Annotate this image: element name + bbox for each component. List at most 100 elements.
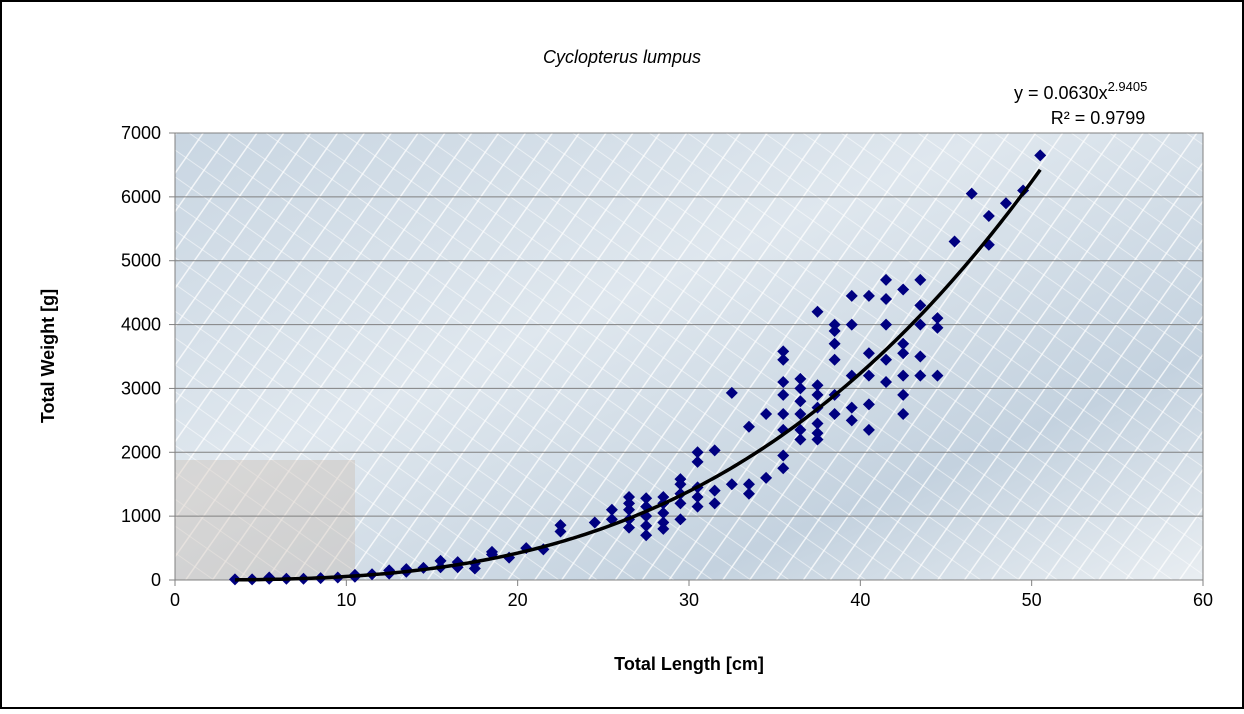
data-point [811, 427, 824, 440]
data-point [554, 519, 567, 532]
chart-title: Cyclopterus lumpus [543, 47, 701, 67]
data-point [554, 525, 567, 538]
y-tick-label: 4000 [121, 315, 161, 335]
data-point [691, 455, 704, 468]
data-point [811, 433, 824, 446]
data-point [708, 444, 721, 457]
data-point [623, 503, 636, 516]
data-point [914, 318, 927, 331]
data-point [760, 407, 773, 420]
trendline-r-squared: R² = 0.9799 [1051, 108, 1146, 128]
data-point [828, 324, 841, 337]
data-point [777, 449, 790, 462]
data-point [931, 369, 944, 382]
data-point [760, 471, 773, 484]
trendline-exponent: 2.9405 [1108, 79, 1148, 94]
data-point [880, 273, 893, 286]
data-point [777, 345, 790, 358]
data-point [588, 516, 601, 529]
data-point [777, 388, 790, 401]
data-point [691, 490, 704, 503]
data-point [742, 478, 755, 491]
y-tick-label: 5000 [121, 251, 161, 271]
data-point [691, 500, 704, 513]
data-point [605, 503, 618, 516]
data-point [845, 414, 858, 427]
data-point [434, 554, 447, 567]
data-point [777, 376, 790, 389]
x-tick-label: 20 [508, 590, 528, 610]
data-point [914, 299, 927, 312]
x-tick-label: 40 [850, 590, 870, 610]
data-point [485, 545, 498, 558]
trendline-equation: y = 0.0630x2.9405 [1014, 79, 1147, 103]
data-point [777, 462, 790, 475]
data-point [742, 420, 755, 433]
data-point [674, 497, 687, 510]
data-point [674, 473, 687, 486]
data-point [725, 386, 738, 399]
data-point [880, 293, 893, 306]
x-tick-label: 50 [1022, 590, 1042, 610]
data-point [828, 337, 841, 350]
data-point [914, 273, 927, 286]
data-point [742, 487, 755, 500]
data-point [845, 401, 858, 414]
data-point [1034, 149, 1047, 162]
x-axis-label: Total Length [cm] [614, 654, 764, 674]
data-point [897, 347, 910, 360]
data-point [897, 283, 910, 296]
data-point [657, 522, 670, 535]
data-point [708, 484, 721, 497]
data-point [828, 318, 841, 331]
plot-texture [175, 460, 355, 580]
x-tick-label: 0 [170, 590, 180, 610]
y-tick-label: 2000 [121, 442, 161, 462]
data-point [982, 210, 995, 223]
y-tick-label: 1000 [121, 506, 161, 526]
trendline-equation: y = 0.0630x [1014, 83, 1108, 103]
data-point [862, 369, 875, 382]
data-point [845, 318, 858, 331]
data-point [657, 506, 670, 519]
data-point [794, 395, 807, 408]
data-point [657, 516, 670, 529]
data-point [708, 497, 721, 510]
plot-texture [175, 133, 1203, 580]
data-point [623, 490, 636, 503]
x-tick-label: 30 [679, 590, 699, 610]
data-point [965, 187, 978, 200]
data-point [862, 423, 875, 436]
x-tick-label: 10 [336, 590, 356, 610]
y-tick-label: 7000 [121, 123, 161, 143]
y-tick-label: 0 [151, 570, 161, 590]
data-point [880, 353, 893, 366]
data-point [691, 446, 704, 459]
data-point [828, 407, 841, 420]
data-point [931, 312, 944, 325]
data-point [862, 398, 875, 411]
data-point [897, 369, 910, 382]
data-point [777, 407, 790, 420]
data-point [862, 347, 875, 360]
data-point [845, 289, 858, 302]
data-point [794, 372, 807, 385]
data-point [725, 478, 738, 491]
data-point [657, 490, 670, 503]
data-point [640, 529, 653, 542]
data-point [897, 407, 910, 420]
data-point [999, 197, 1012, 210]
data-point [880, 376, 893, 389]
data-point [897, 388, 910, 401]
data-point [914, 350, 927, 363]
trendline [234, 168, 1042, 582]
data-point [777, 353, 790, 366]
data-point [914, 369, 927, 382]
data-point [623, 497, 636, 510]
x-tick-label: 60 [1193, 590, 1213, 610]
data-point [811, 379, 824, 392]
data-point [811, 305, 824, 318]
data-point [623, 521, 636, 534]
y-tick-label: 3000 [121, 378, 161, 398]
